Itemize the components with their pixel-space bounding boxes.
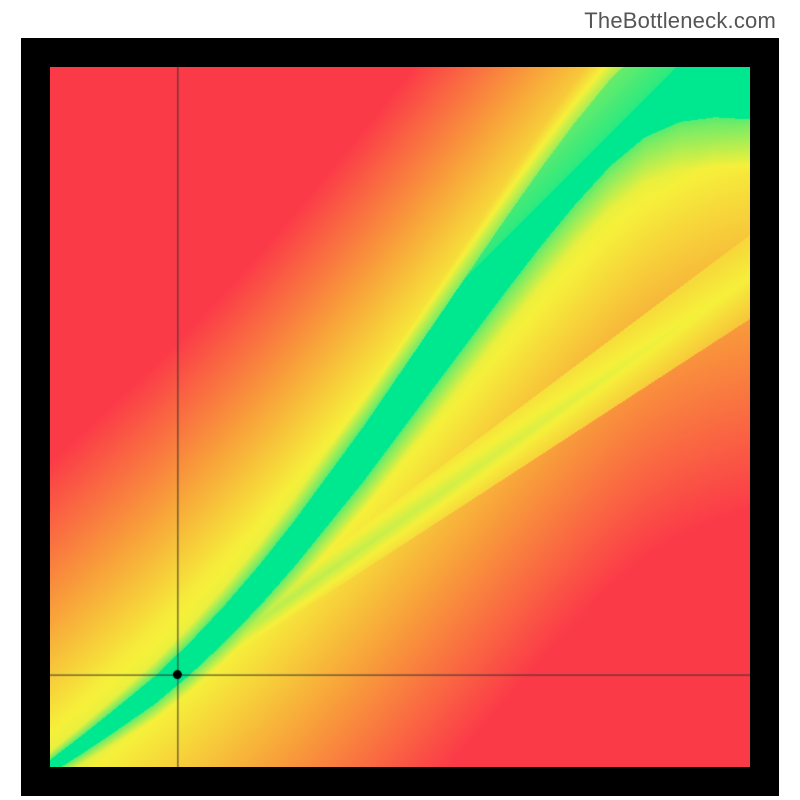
chart-container: TheBottleneck.com — [0, 0, 800, 800]
attribution-text: TheBottleneck.com — [584, 8, 776, 34]
heatmap-canvas — [50, 67, 750, 767]
chart-frame — [21, 38, 779, 796]
